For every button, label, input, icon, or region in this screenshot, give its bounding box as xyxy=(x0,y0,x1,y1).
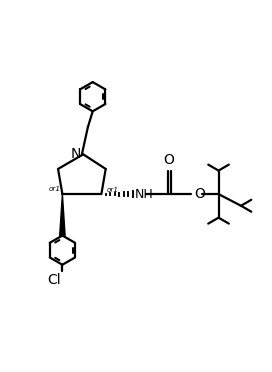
Text: NH: NH xyxy=(134,187,153,201)
Text: O: O xyxy=(195,187,206,201)
Text: O: O xyxy=(163,153,174,167)
Text: N: N xyxy=(70,147,81,161)
Text: or1: or1 xyxy=(107,187,119,193)
Text: Cl: Cl xyxy=(47,273,61,287)
Polygon shape xyxy=(60,194,65,235)
Text: or1: or1 xyxy=(49,186,61,192)
